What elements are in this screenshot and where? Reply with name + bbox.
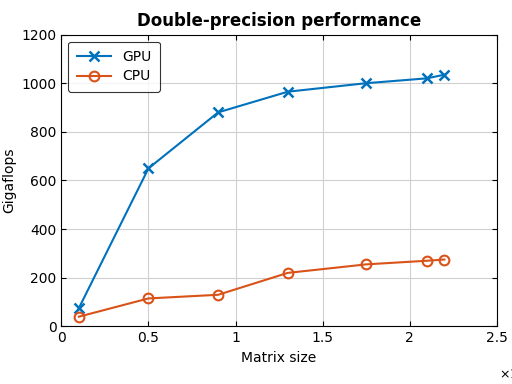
- Title: Double-precision performance: Double-precision performance: [137, 12, 421, 30]
- GPU: [424, 76, 430, 81]
- Text: $\times10^{4}$: $\times10^{4}$: [499, 365, 512, 382]
- CPU: [145, 296, 152, 301]
- CPU: [424, 258, 430, 263]
- CPU: [285, 271, 291, 275]
- Line: CPU: CPU: [74, 255, 449, 321]
- Line: GPU: GPU: [74, 70, 449, 313]
- Y-axis label: Gigaflops: Gigaflops: [2, 148, 16, 213]
- GPU: [215, 110, 221, 115]
- CPU: [76, 314, 82, 319]
- GPU: [76, 306, 82, 310]
- GPU: [441, 72, 447, 77]
- CPU: [215, 293, 221, 297]
- GPU: [145, 166, 152, 170]
- CPU: [363, 262, 369, 266]
- GPU: [363, 81, 369, 86]
- GPU: [285, 89, 291, 94]
- X-axis label: Matrix size: Matrix size: [242, 351, 316, 365]
- CPU: [441, 257, 447, 262]
- Legend: GPU, CPU: GPU, CPU: [69, 41, 160, 92]
